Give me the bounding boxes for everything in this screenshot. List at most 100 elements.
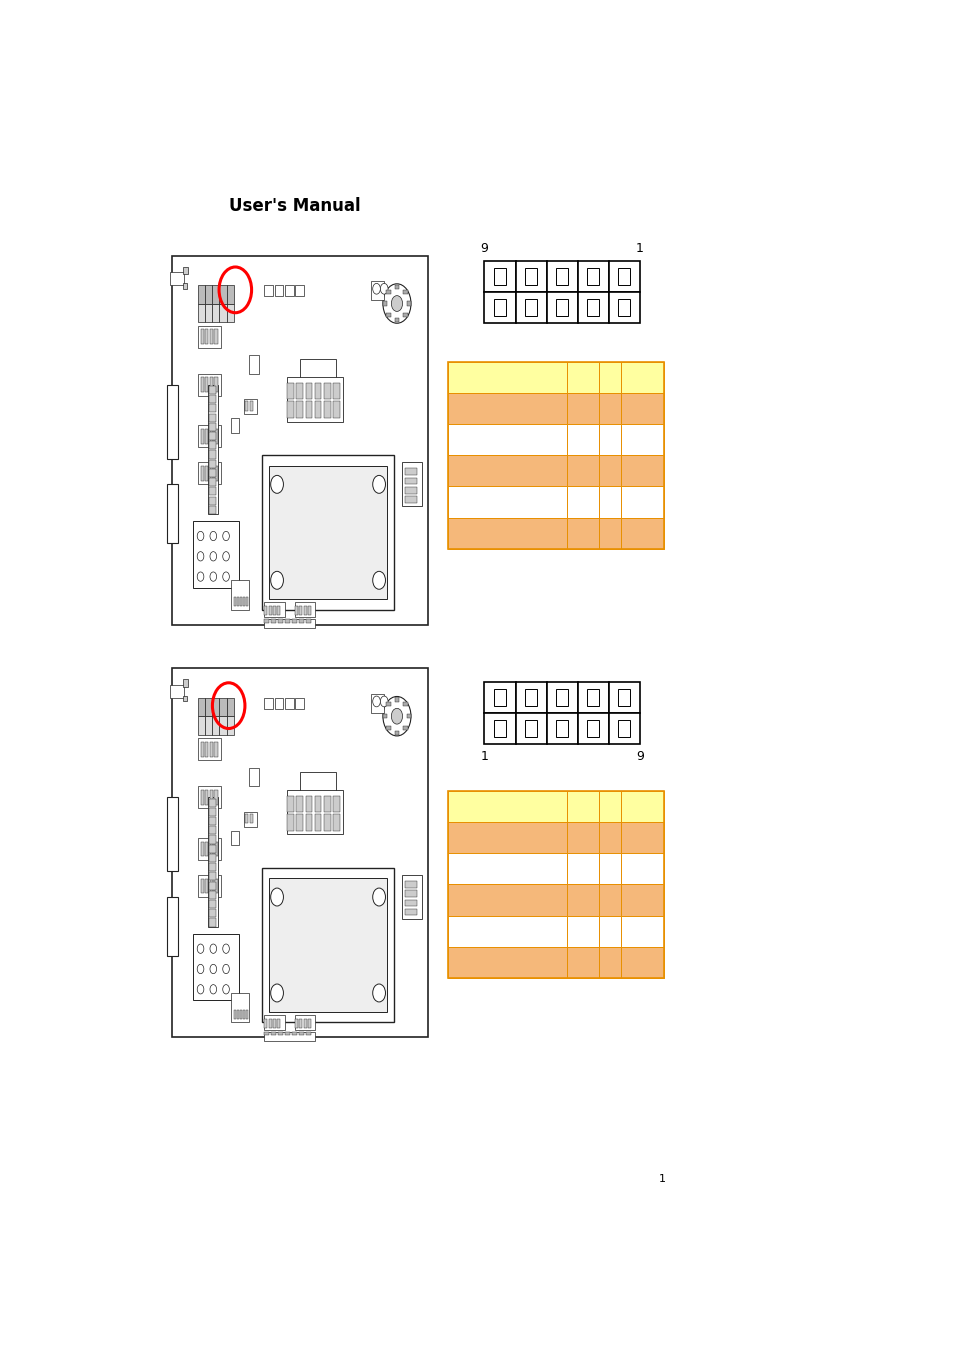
Circle shape: [391, 709, 402, 724]
Bar: [205, 285, 213, 304]
Circle shape: [197, 964, 204, 973]
Bar: [324, 401, 331, 418]
Bar: [182, 695, 187, 702]
Circle shape: [197, 984, 204, 994]
Text: 1: 1: [659, 1174, 665, 1184]
Bar: [246, 597, 248, 606]
Bar: [303, 1019, 306, 1029]
Bar: [210, 841, 213, 856]
Bar: [294, 285, 303, 296]
Bar: [494, 721, 505, 737]
Bar: [213, 285, 219, 304]
Bar: [209, 497, 216, 505]
Bar: [208, 798, 218, 926]
Circle shape: [210, 572, 216, 582]
Bar: [447, 853, 566, 884]
Bar: [587, 721, 598, 737]
Bar: [292, 620, 296, 622]
Bar: [209, 451, 216, 459]
Bar: [618, 269, 630, 285]
Bar: [447, 791, 566, 822]
Bar: [303, 606, 306, 616]
Bar: [620, 791, 663, 822]
Circle shape: [222, 532, 229, 540]
Bar: [264, 1031, 315, 1041]
Bar: [167, 798, 177, 871]
Bar: [620, 517, 663, 548]
Bar: [209, 386, 216, 394]
Bar: [515, 261, 546, 292]
Bar: [587, 300, 598, 316]
Bar: [231, 580, 249, 610]
Bar: [382, 714, 387, 718]
Bar: [167, 485, 177, 544]
Bar: [200, 378, 204, 392]
Bar: [209, 413, 216, 421]
Bar: [401, 462, 422, 506]
Bar: [598, 853, 620, 884]
Bar: [209, 918, 216, 926]
Bar: [200, 429, 204, 444]
Bar: [214, 378, 217, 392]
Bar: [214, 790, 217, 805]
Bar: [620, 486, 663, 517]
Bar: [395, 698, 398, 702]
Bar: [231, 830, 238, 845]
Bar: [515, 292, 546, 323]
Bar: [515, 682, 546, 713]
Bar: [447, 884, 566, 915]
Bar: [403, 702, 407, 706]
Bar: [404, 497, 416, 502]
Bar: [598, 517, 620, 548]
Bar: [284, 285, 294, 296]
Bar: [524, 688, 537, 706]
Bar: [299, 606, 302, 616]
Bar: [296, 383, 303, 400]
Bar: [620, 822, 663, 853]
Bar: [209, 423, 216, 431]
Text: 9: 9: [480, 242, 488, 255]
Bar: [305, 383, 312, 400]
Bar: [209, 845, 216, 853]
Circle shape: [222, 964, 229, 973]
Bar: [608, 261, 639, 292]
Bar: [170, 273, 184, 285]
Bar: [213, 698, 219, 717]
Bar: [546, 292, 577, 323]
Bar: [524, 721, 537, 737]
Bar: [264, 1015, 284, 1030]
Bar: [209, 817, 216, 825]
Bar: [250, 814, 253, 824]
Bar: [210, 429, 213, 444]
Bar: [566, 853, 598, 884]
Bar: [447, 915, 566, 946]
Bar: [205, 378, 208, 392]
Bar: [273, 606, 275, 616]
Bar: [386, 726, 391, 730]
Bar: [210, 879, 213, 894]
Bar: [314, 795, 321, 813]
Bar: [209, 404, 216, 412]
Bar: [182, 284, 187, 289]
Circle shape: [210, 532, 216, 540]
Bar: [200, 329, 204, 344]
Bar: [546, 261, 577, 292]
Bar: [333, 383, 339, 400]
Bar: [200, 743, 204, 757]
Bar: [219, 698, 226, 717]
Bar: [333, 401, 339, 418]
Bar: [210, 743, 213, 757]
Circle shape: [373, 984, 385, 1002]
Bar: [287, 378, 343, 421]
Bar: [305, 814, 312, 830]
Bar: [226, 717, 233, 734]
Bar: [200, 841, 204, 856]
Bar: [205, 429, 208, 444]
Bar: [324, 814, 331, 830]
Bar: [209, 891, 216, 899]
Bar: [314, 383, 321, 400]
Bar: [294, 1015, 315, 1030]
Bar: [264, 620, 315, 628]
Circle shape: [373, 571, 385, 589]
Bar: [198, 786, 221, 809]
